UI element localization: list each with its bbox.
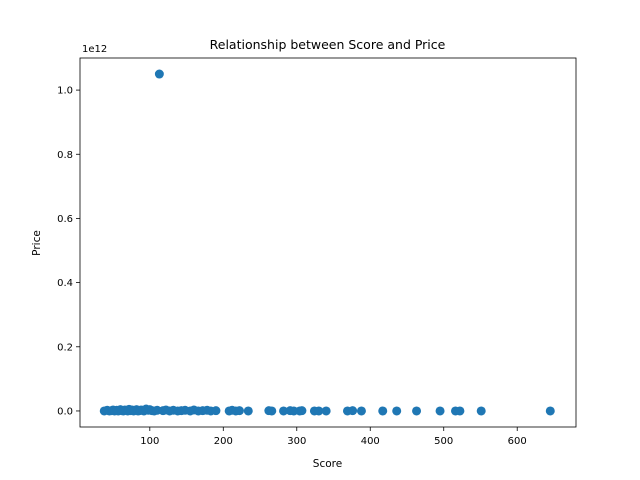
y-axis-label: Price [31, 230, 43, 256]
data-point [476, 406, 486, 416]
data-point [267, 406, 277, 416]
data-point [321, 406, 331, 416]
x-tick-label: 200 [214, 436, 233, 447]
data-point [545, 406, 555, 416]
plot-frame [79, 57, 577, 428]
y-tick-label: 0.0 [57, 406, 73, 417]
x-tick-label: 500 [434, 436, 453, 447]
y-tick-label: 0.6 [57, 214, 73, 225]
y-tick-label: 0.2 [57, 342, 73, 353]
data-point [356, 406, 366, 416]
y-tick-label: 0.4 [57, 278, 73, 289]
y-offset-label: 1e12 [82, 44, 107, 55]
x-tick-label: 300 [287, 436, 306, 447]
data-point [455, 406, 465, 416]
chart-title: Relationship between Score and Price [210, 37, 446, 52]
y-tick-label: 1.0 [57, 86, 73, 97]
data-point [154, 69, 164, 79]
data-point [348, 406, 358, 416]
data-point [234, 406, 244, 416]
data-point [211, 406, 221, 416]
y-tick-label: 0.8 [57, 150, 73, 161]
y-axis: 0.0 0.2 0.4 0.6 0.8 1.0 [57, 86, 80, 417]
points-layer [99, 69, 555, 416]
x-tick-label: 100 [140, 436, 159, 447]
x-axis: 100 200 300 400 500 600 [140, 427, 527, 447]
data-point [243, 406, 253, 416]
data-point [279, 406, 289, 416]
data-point [378, 406, 388, 416]
data-point [314, 406, 324, 416]
data-point [435, 406, 445, 416]
x-axis-label: Score [313, 458, 342, 470]
data-point [412, 406, 422, 416]
x-tick-label: 400 [361, 436, 380, 447]
data-point [297, 406, 307, 416]
data-point [392, 406, 402, 416]
x-tick-label: 600 [508, 436, 527, 447]
